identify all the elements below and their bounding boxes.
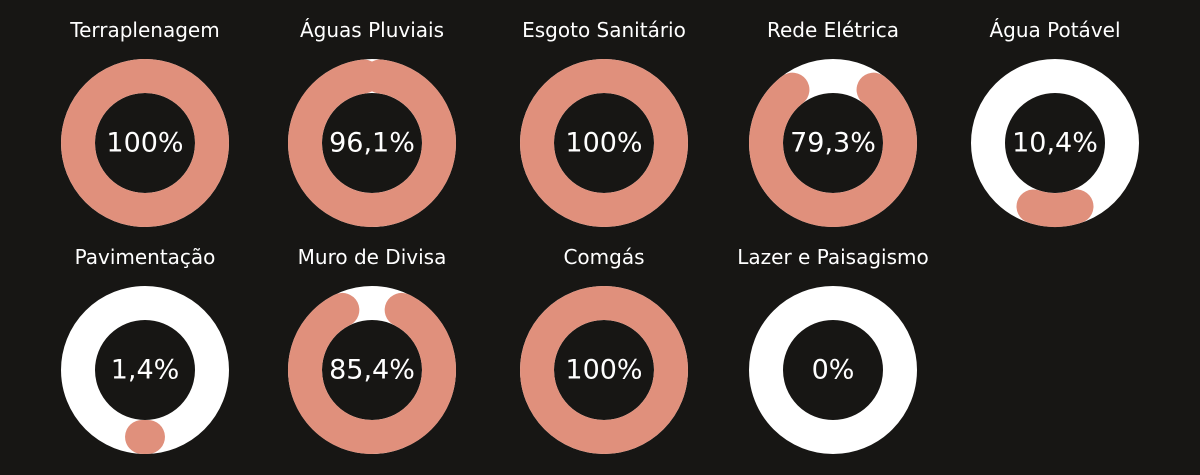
donut-chart: 1,4% bbox=[61, 286, 229, 455]
donut-percent-label: 10,4% bbox=[1012, 128, 1098, 159]
donut-progress-arc bbox=[520, 59, 688, 227]
donut-chart: 96,1% bbox=[288, 59, 456, 227]
donut-progress-arc bbox=[520, 286, 688, 454]
donut-progress-arc bbox=[288, 59, 456, 227]
donut-progress-arc bbox=[1016, 189, 1094, 227]
donut-card-comgas: Comgás 100% bbox=[504, 245, 704, 455]
donut-title: Águas Pluviais bbox=[299, 18, 444, 42]
donut-card-aguas-pluviais: Águas Pluviais 96,1% bbox=[272, 18, 472, 228]
donut-percent-label: 1,4% bbox=[111, 355, 180, 386]
donut-card-terraplenagem: Terraplenagem 100% bbox=[45, 18, 245, 228]
donut-title: Rede Elétrica bbox=[766, 18, 900, 42]
donut-title: Lazer e Paisagismo bbox=[737, 245, 929, 269]
donut-chart: 10,4% bbox=[971, 59, 1139, 227]
donut-card-esgoto-sanitario: Esgoto Sanitário 100% bbox=[504, 18, 704, 228]
donut-progress-arc bbox=[61, 59, 229, 227]
donut-chart: 100% bbox=[520, 286, 688, 454]
donut-percent-label: 96,1% bbox=[329, 128, 415, 159]
donut-chart: 0% bbox=[749, 286, 917, 454]
donut-card-lazer-e-paisagismo: Lazer e Paisagismo 0% bbox=[733, 245, 933, 455]
donut-card-pavimentacao: Pavimentação 1,4% bbox=[45, 245, 245, 455]
donut-chart: 79,3% bbox=[749, 59, 917, 227]
donut-title: Esgoto Sanitário bbox=[522, 18, 686, 42]
donut-title: Muro de Divisa bbox=[297, 245, 447, 269]
donut-percent-label: 100% bbox=[106, 128, 183, 159]
donut-chart: 85,4% bbox=[288, 286, 456, 454]
donut-progress-arc bbox=[288, 292, 456, 454]
donut-percent-label: 100% bbox=[565, 128, 642, 159]
donut-percent-label: 100% bbox=[565, 355, 642, 386]
donut-percent-label: 0% bbox=[812, 355, 855, 386]
donut-title: Água Potável bbox=[989, 18, 1121, 42]
donut-percent-label: 79,3% bbox=[790, 128, 876, 159]
donut-card-agua-potavel: Água Potável 10,4% bbox=[955, 18, 1155, 228]
donut-title: Comgás bbox=[563, 245, 645, 269]
donut-card-rede-eletrica: Rede Elétrica 79,3% bbox=[733, 18, 933, 228]
donut-chart: 100% bbox=[61, 59, 229, 227]
donut-title: Terraplenagem bbox=[70, 18, 220, 42]
donut-percent-label: 85,4% bbox=[329, 355, 415, 386]
donut-chart: 100% bbox=[520, 59, 688, 227]
donut-track bbox=[749, 286, 917, 454]
donut-card-muro-de-divisa: Muro de Divisa 85,4% bbox=[272, 245, 472, 455]
donut-title: Pavimentação bbox=[74, 245, 216, 269]
donut-progress-arc bbox=[749, 72, 917, 227]
